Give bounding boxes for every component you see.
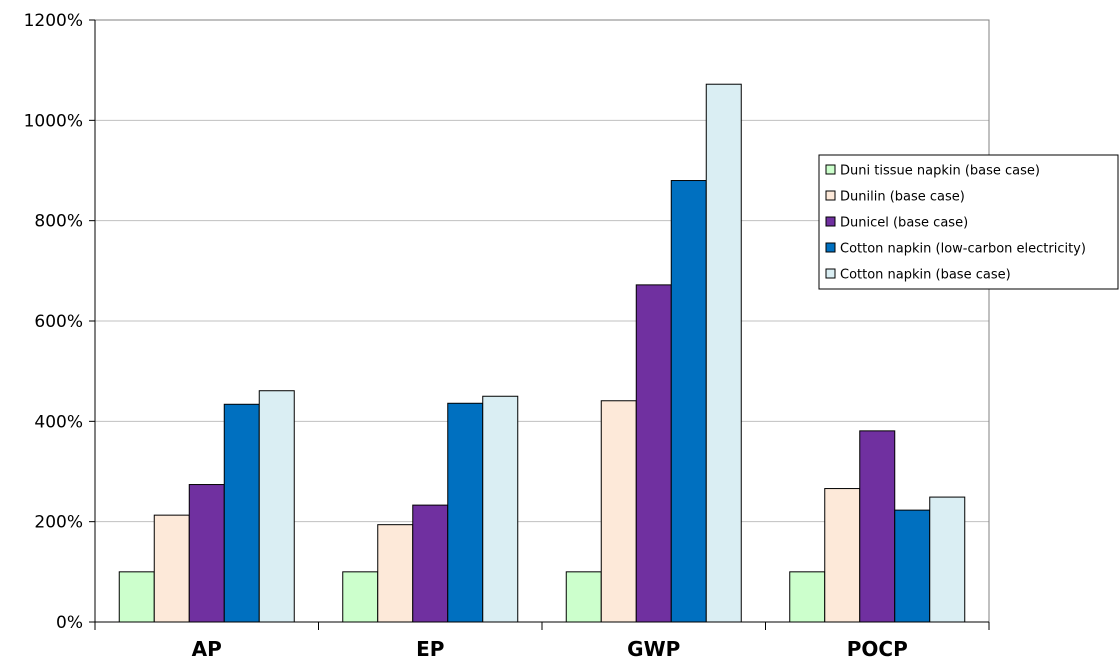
y-tick-label: 200%: [34, 513, 83, 533]
bar-pocp-series-4: [894, 509, 931, 623]
legend-swatch: [825, 268, 836, 279]
y-tick-label: 0%: [56, 613, 83, 633]
y-tick-label: 1200%: [24, 11, 83, 31]
x-tick-label: POCP: [847, 637, 908, 661]
y-tick-label: 800%: [34, 212, 83, 232]
bar-ep-series-4: [447, 402, 484, 623]
bar-ap-series-3: [188, 484, 225, 623]
legend-entry: Cotton napkin (base case): [840, 268, 1011, 283]
bar-pocp-series-5: [929, 496, 966, 623]
bar-gwp-series-1: [565, 571, 602, 623]
bar-gwp-series-4: [670, 180, 707, 623]
legend-entry: Dunilin (base case): [840, 190, 965, 205]
legend-swatch: [825, 216, 836, 227]
legend-entry: Dunicel (base case): [840, 216, 968, 231]
bar-ap-series-4: [223, 403, 260, 623]
bar-ep-series-2: [377, 524, 414, 623]
x-tick-label: AP: [192, 637, 222, 661]
legend-swatch: [825, 190, 836, 201]
bar-gwp-series-5: [705, 83, 742, 623]
legend: Duni tissue napkin (base case) Dunilin (b…: [818, 154, 1119, 290]
legend-box: [818, 154, 1119, 290]
y-tick-label: 1000%: [24, 111, 83, 131]
bar-pocp-series-3: [859, 430, 896, 623]
y-tick-label: 600%: [34, 312, 83, 332]
legend-entry: Cotton napkin (low-carbon electricity): [840, 242, 1086, 257]
bar-pocp-series-2: [824, 488, 861, 623]
legend-swatch: [825, 164, 836, 175]
x-tick-labels: AP EP GWP POCP: [192, 637, 908, 661]
legend-entry: Duni tissue napkin (base case): [840, 164, 1040, 179]
bar-pocp-series-1: [789, 571, 826, 623]
x-tick-label: GWP: [627, 637, 680, 661]
y-tick-labels: 0% 200% 400% 600% 800% 1000% 1200%: [24, 11, 83, 633]
bar-ep-series-3: [412, 504, 449, 623]
bar-ep-series-5: [482, 395, 519, 623]
bar-ap-series-2: [153, 514, 190, 623]
bars: [118, 83, 966, 623]
bar-ep-series-1: [342, 571, 379, 623]
y-tick-label: 400%: [34, 412, 83, 432]
x-tick-label: EP: [416, 637, 444, 661]
bar-ap-series-5: [258, 390, 295, 623]
legend-swatch: [825, 242, 836, 253]
bar-gwp-series-2: [600, 400, 637, 623]
bar-ap-series-1: [118, 571, 155, 623]
bar-gwp-series-3: [635, 284, 672, 623]
axes: [89, 19, 990, 630]
